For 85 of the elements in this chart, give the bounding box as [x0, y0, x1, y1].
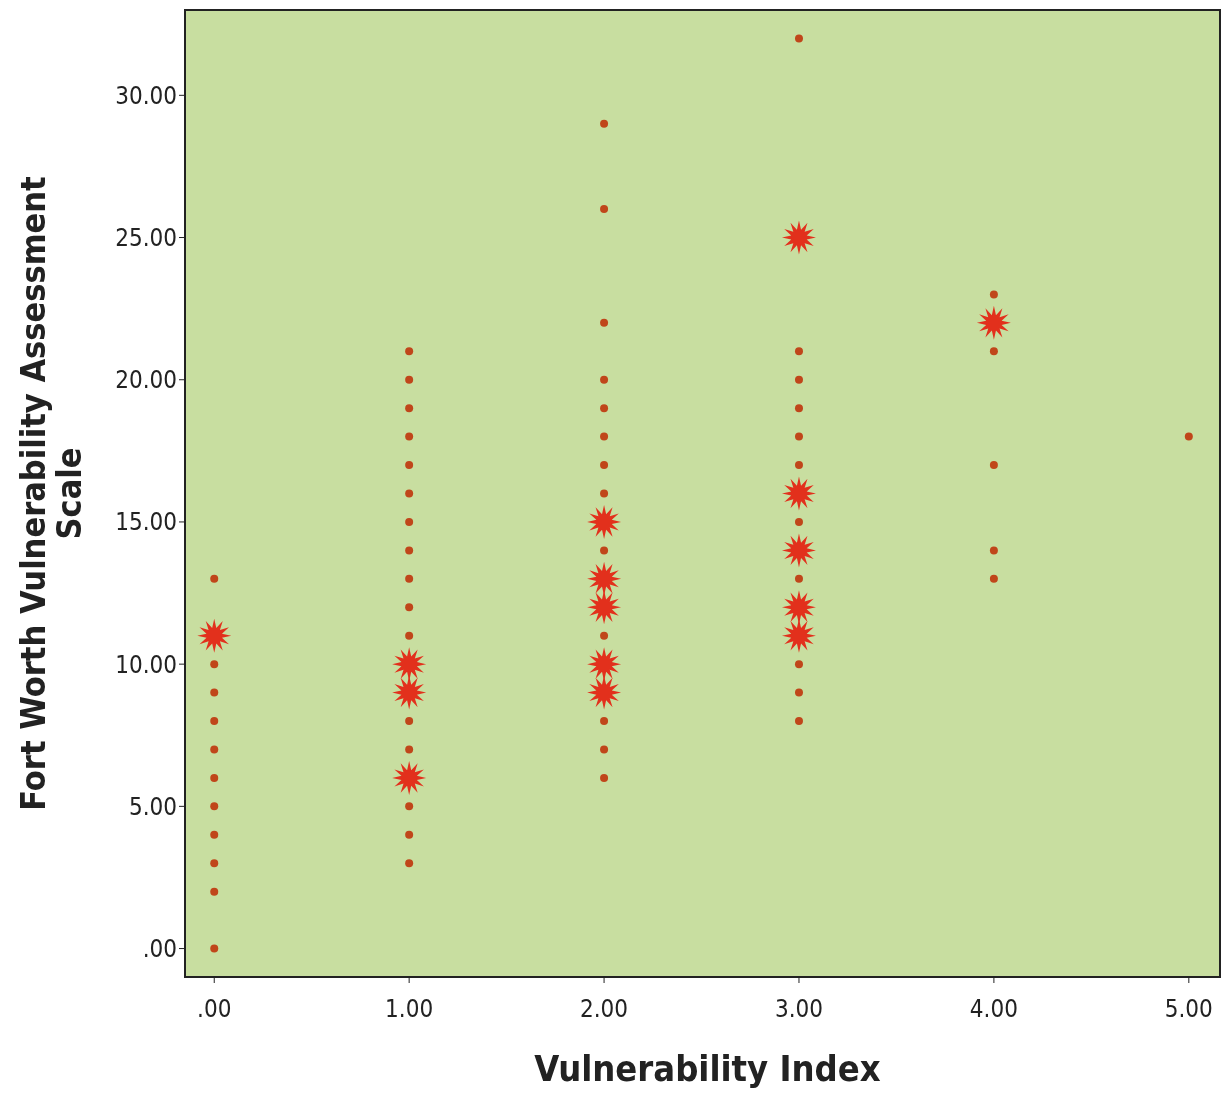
point — [989, 574, 998, 583]
point — [197, 618, 232, 653]
point — [600, 375, 609, 384]
point — [794, 660, 803, 669]
point — [794, 574, 803, 583]
y-tick-label: .00 — [142, 934, 177, 963]
y-tick-label: 30.00 — [115, 81, 177, 110]
point — [210, 574, 219, 583]
point — [405, 461, 414, 470]
point — [392, 647, 427, 682]
point — [405, 517, 414, 526]
y-tick-label: 15.00 — [115, 508, 177, 537]
point — [794, 347, 803, 356]
x-tick-label: 3.00 — [774, 995, 824, 1023]
point — [794, 688, 803, 697]
y-tick-label: 20.00 — [115, 366, 177, 395]
point — [405, 745, 414, 754]
point — [587, 675, 622, 710]
point — [600, 461, 609, 470]
x-tick-label: 4.00 — [969, 995, 1018, 1023]
point — [600, 205, 609, 214]
point — [781, 220, 816, 255]
point — [989, 461, 998, 470]
point — [405, 432, 414, 441]
point — [600, 631, 609, 640]
point — [405, 830, 414, 839]
point — [976, 305, 1011, 340]
point — [600, 318, 609, 327]
point — [989, 347, 998, 356]
point — [587, 504, 622, 539]
point — [392, 760, 427, 795]
point — [794, 34, 803, 43]
point — [405, 375, 414, 384]
point — [405, 489, 414, 498]
point — [600, 773, 609, 782]
point — [405, 631, 414, 640]
point — [210, 660, 219, 669]
point — [587, 590, 622, 625]
point — [210, 944, 219, 953]
point — [794, 432, 803, 441]
x-axis-title: Vulnerability Index — [534, 1048, 881, 1089]
point — [405, 347, 414, 356]
point — [405, 802, 414, 811]
y-axis-title: Fort Worth Vulnerability Assessment Scale — [13, 176, 89, 811]
point — [781, 533, 816, 568]
point — [794, 517, 803, 526]
point — [210, 830, 219, 839]
y-tick-label: 25.00 — [115, 223, 177, 252]
point — [600, 546, 609, 555]
point — [210, 773, 219, 782]
point — [794, 717, 803, 726]
point — [210, 688, 219, 697]
point — [600, 745, 609, 754]
point — [587, 561, 622, 596]
point — [794, 404, 803, 413]
point — [210, 717, 219, 726]
point — [600, 432, 609, 441]
point — [210, 887, 219, 896]
point — [392, 675, 427, 710]
point — [600, 717, 609, 726]
point — [210, 802, 219, 811]
point — [405, 546, 414, 555]
point — [989, 290, 998, 299]
point — [210, 745, 219, 754]
y-tick-label: 10.00 — [115, 650, 177, 679]
point — [600, 404, 609, 413]
point — [1184, 432, 1193, 441]
point — [600, 489, 609, 498]
x-tick-label: .00 — [197, 995, 232, 1023]
point — [781, 618, 816, 653]
x-tick-label: 2.00 — [580, 995, 629, 1023]
point — [405, 574, 414, 583]
y-tick-label: 5.00 — [128, 792, 177, 821]
point — [405, 717, 414, 726]
point — [794, 461, 803, 470]
point — [405, 603, 414, 612]
point — [794, 375, 803, 384]
point — [989, 546, 998, 555]
x-tick-label: 1.00 — [385, 995, 434, 1023]
point — [210, 859, 219, 868]
x-tick-label: 5.00 — [1164, 995, 1213, 1023]
point — [781, 476, 816, 511]
point — [600, 119, 609, 128]
point — [405, 404, 414, 413]
point — [405, 859, 414, 868]
